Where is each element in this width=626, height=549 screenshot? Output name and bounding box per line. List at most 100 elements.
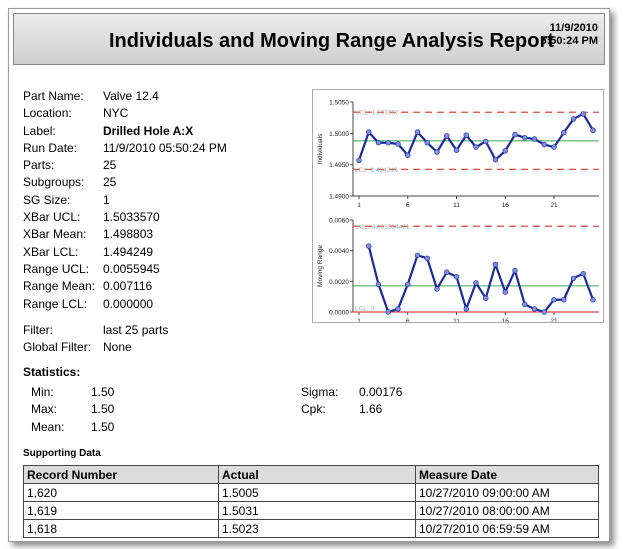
statistics-right: Sigma: 0.00176 Cpk: 1.66 <box>301 385 402 420</box>
y-tick-label: 1.4950 <box>329 162 349 169</box>
data-point <box>444 269 450 275</box>
info-row: Subgroups: 25 <box>23 175 227 192</box>
data-point <box>531 136 538 142</box>
table-cell: 10/27/2010 08:00:00 AM <box>415 501 599 520</box>
stat-row: Cpk: 1.66 <box>301 402 402 419</box>
data-point <box>444 133 450 139</box>
info-label: XBar LCL: <box>23 244 79 259</box>
lcl-label: LCL: 1.494249 <box>355 167 398 174</box>
data-point <box>483 138 489 145</box>
data-point <box>375 281 382 288</box>
filter-label: Global Filter: <box>23 340 92 355</box>
data-point <box>541 141 547 148</box>
data-point <box>561 297 567 303</box>
stat-label: Min: <box>31 385 54 399</box>
table-cell: 1,618 <box>23 519 219 538</box>
data-point <box>366 129 372 135</box>
stat-label: Mean: <box>31 419 65 434</box>
data-point <box>414 129 421 135</box>
info-row: Run Date: 11/9/2010 05:50:24 PM <box>23 141 227 158</box>
y-axis-label: Individuals <box>317 133 324 164</box>
x-tick-label: 16 <box>502 202 510 209</box>
report-timestamp: 11/9/2010 5:50:24 PM <box>541 22 598 48</box>
x-tick-label: 21 <box>550 318 558 322</box>
column-header: Actual <box>218 465 416 484</box>
info-row: Range UCL: 0.0055945 <box>23 262 227 279</box>
ucl-label: UCL: 1.503367 <box>355 110 399 117</box>
stat-label: Cpk: <box>301 402 326 417</box>
info-row: Part Name: Valve 12.4 <box>23 89 227 106</box>
data-point <box>522 135 528 141</box>
stat-value: 1.50 <box>91 402 115 417</box>
info-label: Label: <box>23 123 56 138</box>
data-point <box>405 152 411 158</box>
filter-label: Filter: <box>23 323 53 337</box>
info-row: Range LCL: 0.000000 <box>23 297 227 314</box>
info-label: Range UCL: <box>23 261 90 276</box>
info-label: Range LCL: <box>23 296 88 311</box>
info-value: 11/9/2010 05:50:24 PM <box>103 140 227 155</box>
data-point <box>492 261 499 268</box>
data-point <box>473 144 479 150</box>
stat-row: Max: 1.50 <box>31 402 114 419</box>
data-point <box>483 295 489 301</box>
data-point <box>385 309 391 315</box>
info-row: XBar Mean: 1.498803 <box>23 227 227 244</box>
info-value: 1.494249 <box>103 244 154 259</box>
info-label: Subgroups: <box>23 175 85 190</box>
table-cell: 1,620 <box>23 483 219 502</box>
info-value: Drilled Hole A:X <box>103 123 194 138</box>
info-row: Parts: 25 <box>23 158 227 175</box>
data-point <box>434 149 440 155</box>
y-tick-label: 1.5050 <box>329 100 349 107</box>
table-row: 1,619 1.5031 10/27/2010 08:00:00 AM <box>23 501 599 520</box>
info-value: 0.007116 <box>103 279 153 294</box>
stat-row: Min: 1.50 <box>31 385 114 402</box>
stat-label: Max: <box>31 402 58 417</box>
report-header: Individuals and Moving Range Analysis Re… <box>13 13 605 65</box>
data-point <box>502 148 508 154</box>
series-line <box>357 112 594 161</box>
info-value: 0.000000 <box>103 296 154 311</box>
y-tick-label: 0.0020 <box>329 279 349 286</box>
y-tick-label: 1.4900 <box>329 194 349 201</box>
table-row: 1,618 1.5023 10/27/2010 06:59:59 AM <box>23 519 599 538</box>
filter-row: Global Filter: None <box>23 340 168 357</box>
info-value: 1.5033570 <box>103 210 160 225</box>
stat-value: 1.66 <box>359 402 383 417</box>
info-label: SG Size: <box>23 192 71 207</box>
data-point <box>551 144 557 150</box>
data-point <box>570 116 577 122</box>
data-point <box>405 281 411 288</box>
filter-row: Filter: last 25 parts <box>23 323 168 340</box>
info-label: Part Name: <box>23 89 84 103</box>
table-cell: 1.5005 <box>218 483 416 502</box>
data-point <box>522 301 528 308</box>
data-point <box>590 297 596 303</box>
filter-value: last 25 parts <box>103 323 169 337</box>
y-axis-label: Moving Range <box>317 245 324 287</box>
series-line <box>367 245 595 314</box>
stat-row: Sigma: 0.00176 <box>301 385 402 402</box>
data-point <box>590 127 596 133</box>
x-tick-label: 1 <box>357 318 361 322</box>
data-point <box>463 132 469 138</box>
y-tick-label: 1.5000 <box>329 131 349 138</box>
control-chart: 1.5050 1.5000 1.4950 1.4900 1 6 11 16 21 Individu… <box>312 89 604 325</box>
data-point <box>551 297 557 303</box>
data-point <box>492 156 499 163</box>
table-cell: 10/27/2010 09:00:00 AM <box>415 483 599 502</box>
info-label: XBar Mean: <box>23 227 87 242</box>
info-row: SG Size: 1 <box>23 193 227 210</box>
stat-label: Sigma: <box>301 385 339 399</box>
data-point <box>512 131 518 138</box>
data-point <box>561 130 567 136</box>
statistics-left: Min: 1.50 Max: 1.50 Mean: 1.50 <box>31 385 114 437</box>
data-point <box>570 275 577 281</box>
report-time: 5:50:24 PM <box>540 35 598 47</box>
table-cell: 1,619 <box>23 501 219 520</box>
column-header: Record Number <box>23 465 219 484</box>
data-point <box>424 255 430 262</box>
info-row: Location: NYC <box>23 106 227 123</box>
